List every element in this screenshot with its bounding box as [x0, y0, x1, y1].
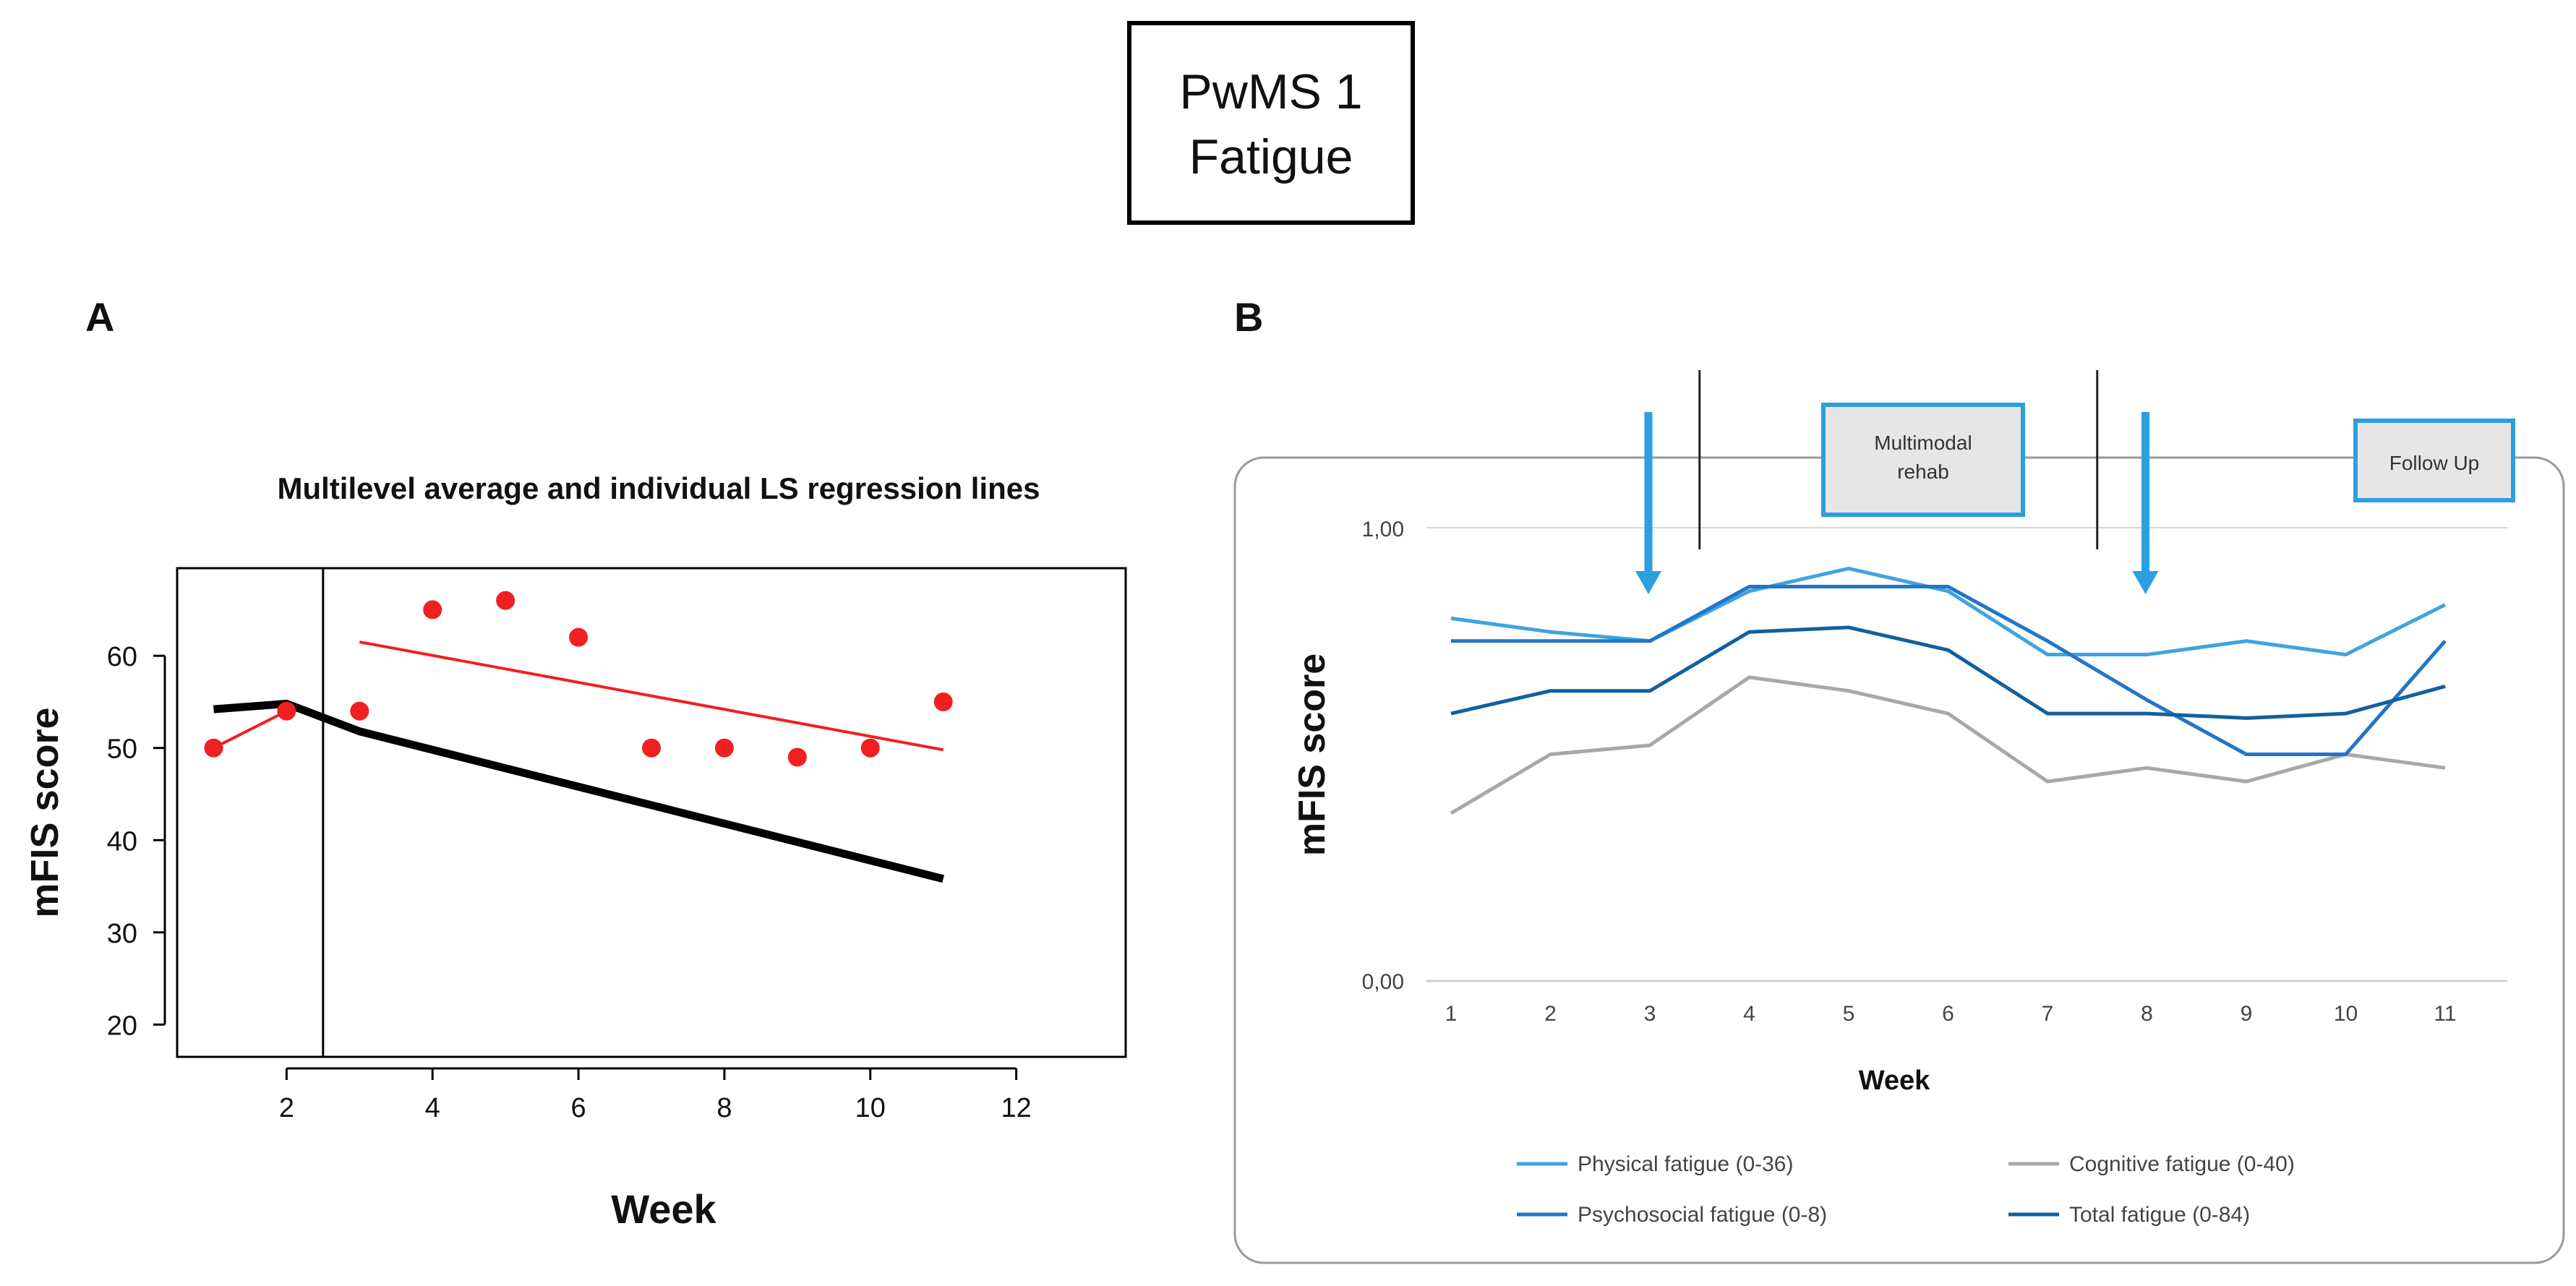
chart-a-y-label: mFIS score — [23, 707, 67, 917]
chart-b-x-tick-label: 6 — [1942, 1002, 1954, 1026]
chart-b-x-tick-label: 8 — [2141, 1002, 2153, 1026]
chart-b-x-tick-label: 9 — [2241, 1002, 2253, 1026]
chart-a-x-tick-label: 12 — [1001, 1093, 1031, 1123]
header-title: PwMS 1 — [1179, 64, 1362, 119]
chart-b-series-total — [1450, 625, 2446, 720]
chart-a-x-tick-label: 2 — [279, 1093, 294, 1123]
chart-b-legend: Physical fatigue (0-36) Cognitive fatigu… — [1517, 1152, 2295, 1227]
chart-a-point — [933, 692, 953, 711]
chart-b-phase-box-rehab — [1821, 403, 2025, 517]
chart-b-x-tick-label: 7 — [2042, 1002, 2054, 1026]
panel-label-a: A — [85, 294, 114, 340]
chart-b-x-tick-label: 3 — [1644, 1002, 1656, 1026]
chart-b-y-tick-top: 1,00 — [1362, 518, 1404, 541]
chart-b-y-label: mFIS score — [1291, 653, 1333, 856]
chart-b-series — [1450, 566, 2447, 815]
chart-a-individual-line-2 — [359, 640, 944, 752]
chart-a-point — [860, 738, 880, 758]
chart-a-y-tick-label: 40 — [107, 826, 137, 857]
chart-a-point — [642, 738, 661, 758]
chart-a-point — [204, 738, 223, 758]
chart-b-x-tick-label: 10 — [2334, 1002, 2358, 1026]
chart-a-point — [569, 627, 589, 647]
chart-b-x-ticks: 1 2 3 4 5 6 7 8 9 10 11 — [1445, 1002, 2457, 1026]
legend-label-total: Total fatigue (0-84) — [2069, 1203, 2250, 1227]
panel-label-b: B — [1234, 294, 1263, 340]
chart-b-phase-label-rehab-line2: rehab — [1897, 460, 1949, 483]
chart-b-phase-box-followup — [2353, 419, 2515, 502]
chart-a-point — [714, 738, 734, 758]
legend-label-cognitive: Cognitive fatigue (0-40) — [2069, 1152, 2295, 1176]
chart-a-point — [423, 600, 442, 620]
chart-a-lines — [213, 640, 945, 883]
chart-b-arrow-head — [2132, 571, 2159, 594]
chart-b-series-physical — [1450, 566, 2447, 657]
chart-a-y-tick-label: 60 — [107, 642, 137, 672]
legend-label-psychosocial: Psychosocial fatigue (0-8) — [1578, 1203, 1827, 1227]
chart-a-y-tick-label: 50 — [107, 734, 137, 765]
chart-a-y-tick-label: 20 — [107, 1011, 137, 1041]
chart-a-x-label: Week — [611, 1186, 716, 1232]
chart-b-x-tick-label: 11 — [2434, 1002, 2456, 1026]
chart-a-individual-line-1 — [213, 709, 288, 750]
chart-a-y-tick-label: 30 — [107, 919, 137, 949]
chart-a-title: Multilevel average and individual LS reg… — [277, 471, 1040, 505]
chart-b-arrows — [1635, 412, 2159, 594]
chart-a-average-line — [213, 699, 945, 883]
chart-b-x-tick-label: 5 — [1843, 1002, 1855, 1026]
chart-b-arrow-head — [1635, 571, 1661, 594]
chart-a-point — [496, 591, 515, 610]
header-box — [1127, 21, 1415, 225]
chart-a-point — [787, 747, 807, 767]
chart-a-point — [350, 701, 369, 721]
chart-b-x-tick-label: 4 — [1743, 1002, 1755, 1026]
header-subtitle: Fatigue — [1189, 129, 1353, 184]
chart-b-series-psychosocial — [1451, 585, 2447, 756]
chart-a-y-ticks: 20 30 40 50 60 — [107, 642, 165, 1041]
chart-a-points — [204, 591, 953, 767]
chart-b-x-tick-label: 1 — [1445, 1002, 1458, 1026]
chart-a-x-tick-label: 8 — [716, 1093, 732, 1123]
chart-b-series-cognitive — [1450, 675, 2446, 815]
chart-b-phase-label-rehab-line1: Multimodal — [1874, 432, 1972, 454]
chart-a-x-tick-label: 10 — [855, 1093, 886, 1123]
chart-b-phase-label-followup: Follow Up — [2389, 452, 2479, 474]
chart-a-x-tick-label: 6 — [571, 1093, 586, 1123]
chart-a-x-tick-label: 4 — [425, 1093, 440, 1123]
chart-b-y-tick-bottom: 0,00 — [1362, 970, 1404, 994]
chart-a-x-ticks: 2 4 6 8 10 12 — [279, 1068, 1032, 1123]
chart-a-plot-frame — [176, 567, 1127, 1058]
chart-b-x-label: Week — [1859, 1066, 1930, 1096]
chart-a-point — [277, 701, 296, 721]
chart-b-x-tick-label: 2 — [1544, 1002, 1557, 1026]
legend-label-physical: Physical fatigue (0-36) — [1578, 1152, 1793, 1176]
